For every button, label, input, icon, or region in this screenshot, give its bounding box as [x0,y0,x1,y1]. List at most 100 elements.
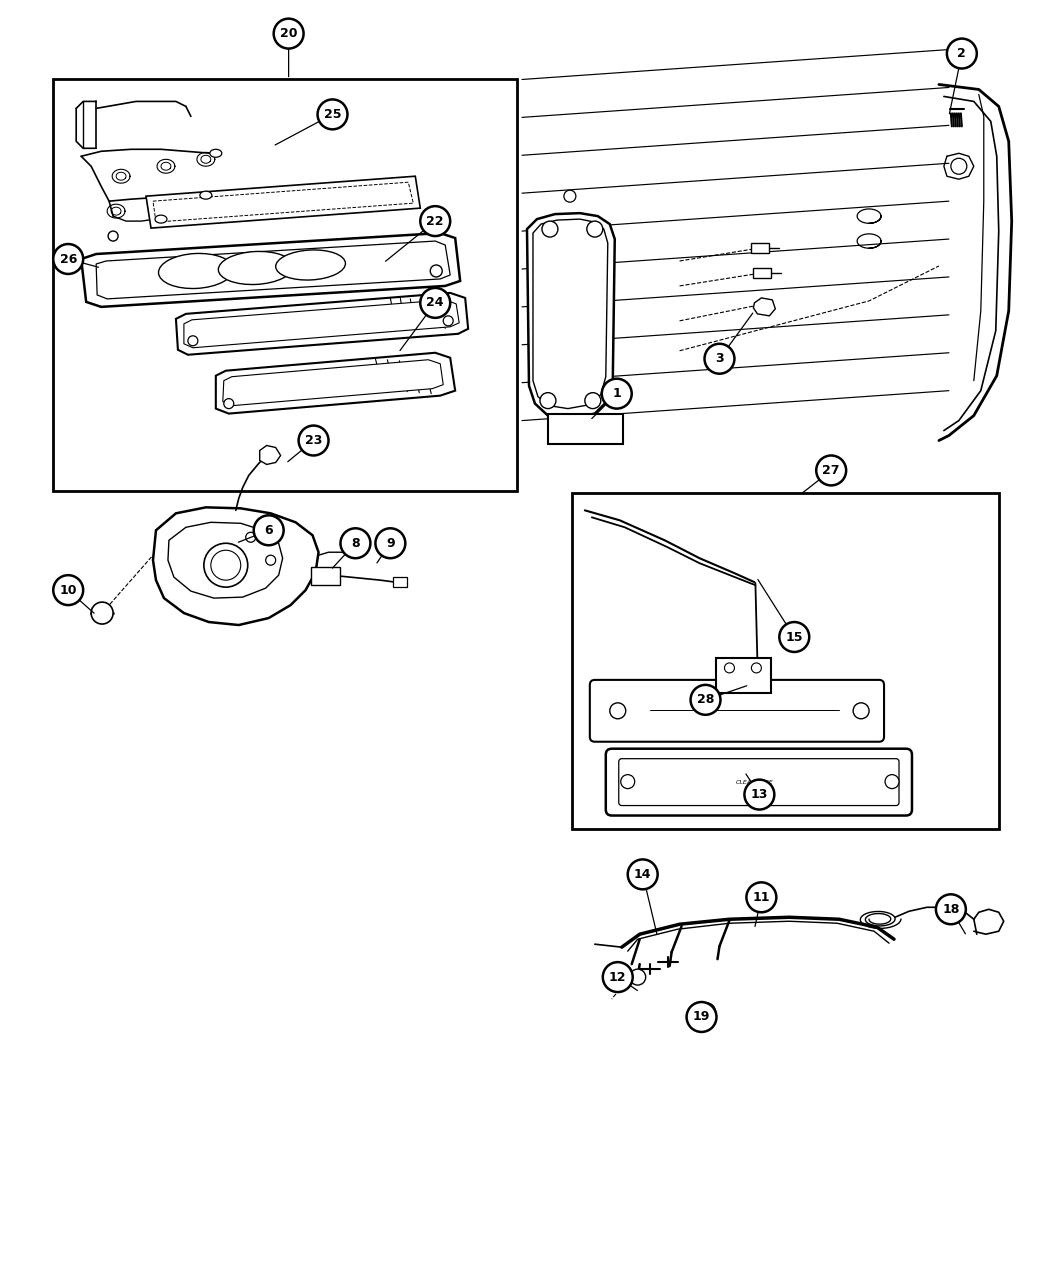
Circle shape [254,515,284,546]
Text: 15: 15 [785,631,803,644]
Circle shape [936,894,966,924]
Circle shape [540,393,555,408]
Text: 25: 25 [323,108,341,121]
Text: 28: 28 [697,694,714,706]
Bar [394,578,407,586]
Circle shape [274,19,303,48]
Polygon shape [216,353,456,413]
Circle shape [188,335,197,346]
FancyBboxPatch shape [618,759,899,806]
Polygon shape [754,298,775,316]
Circle shape [340,528,371,558]
Text: 6: 6 [265,524,273,537]
Circle shape [420,288,450,317]
Text: 14: 14 [634,868,651,881]
Circle shape [54,244,83,274]
Circle shape [697,1003,715,1021]
Ellipse shape [155,215,167,223]
Bar [311,567,340,585]
Circle shape [628,859,657,890]
Polygon shape [259,445,280,464]
Ellipse shape [218,251,293,284]
Circle shape [951,158,967,175]
Polygon shape [146,176,420,228]
Circle shape [779,622,810,652]
FancyBboxPatch shape [590,680,884,742]
Circle shape [585,393,601,408]
Text: 3: 3 [715,352,723,365]
Circle shape [91,602,113,623]
Circle shape [443,316,454,326]
Text: 2: 2 [958,47,966,60]
Bar [716,658,772,692]
Circle shape [854,703,869,719]
Circle shape [376,528,405,558]
Text: 9: 9 [386,537,395,550]
Circle shape [621,775,634,789]
Circle shape [54,575,83,606]
Text: 8: 8 [351,537,360,550]
Polygon shape [527,213,614,418]
Polygon shape [223,360,443,405]
Circle shape [744,779,774,810]
Polygon shape [153,507,318,625]
Circle shape [266,555,276,565]
Text: 22: 22 [426,214,444,228]
Circle shape [724,663,734,673]
Text: 24: 24 [426,296,444,310]
Circle shape [298,426,329,455]
Bar [548,413,623,444]
Text: 26: 26 [60,252,77,265]
Circle shape [747,882,776,913]
Polygon shape [184,300,459,348]
Circle shape [705,344,734,374]
Circle shape [816,455,846,486]
Text: CLEARANCE: CLEARANCE [735,780,773,785]
Polygon shape [168,523,282,598]
Circle shape [204,543,248,586]
Text: 12: 12 [609,970,627,983]
Text: 19: 19 [693,1011,710,1024]
Ellipse shape [200,191,212,199]
Bar [754,268,772,278]
Ellipse shape [210,149,222,157]
Circle shape [947,38,976,69]
Polygon shape [81,233,460,307]
FancyBboxPatch shape [606,748,912,816]
Circle shape [430,265,442,277]
Text: 27: 27 [822,464,840,477]
Circle shape [752,663,761,673]
Circle shape [542,221,558,237]
Circle shape [317,99,348,129]
Text: 18: 18 [942,903,960,915]
Circle shape [691,685,720,715]
Circle shape [108,231,118,241]
Circle shape [885,775,899,789]
Text: 20: 20 [280,27,297,40]
Circle shape [630,969,646,986]
Polygon shape [97,241,450,298]
Text: 11: 11 [753,891,770,904]
Text: 13: 13 [751,788,768,801]
Ellipse shape [159,254,233,288]
Circle shape [603,963,633,992]
Text: 1: 1 [612,388,622,400]
Polygon shape [533,219,608,408]
Polygon shape [176,293,468,354]
Text: 23: 23 [304,434,322,448]
Circle shape [564,190,575,203]
Circle shape [687,1002,716,1031]
Circle shape [587,221,603,237]
Circle shape [224,399,234,408]
Text: 10: 10 [60,584,77,597]
Circle shape [616,969,633,986]
Circle shape [602,379,632,408]
Circle shape [420,207,450,236]
Bar [54,79,517,491]
Circle shape [610,703,626,719]
Bar [572,493,999,830]
Ellipse shape [276,250,345,280]
Bar [752,244,770,252]
Circle shape [211,551,240,580]
Circle shape [246,532,256,542]
